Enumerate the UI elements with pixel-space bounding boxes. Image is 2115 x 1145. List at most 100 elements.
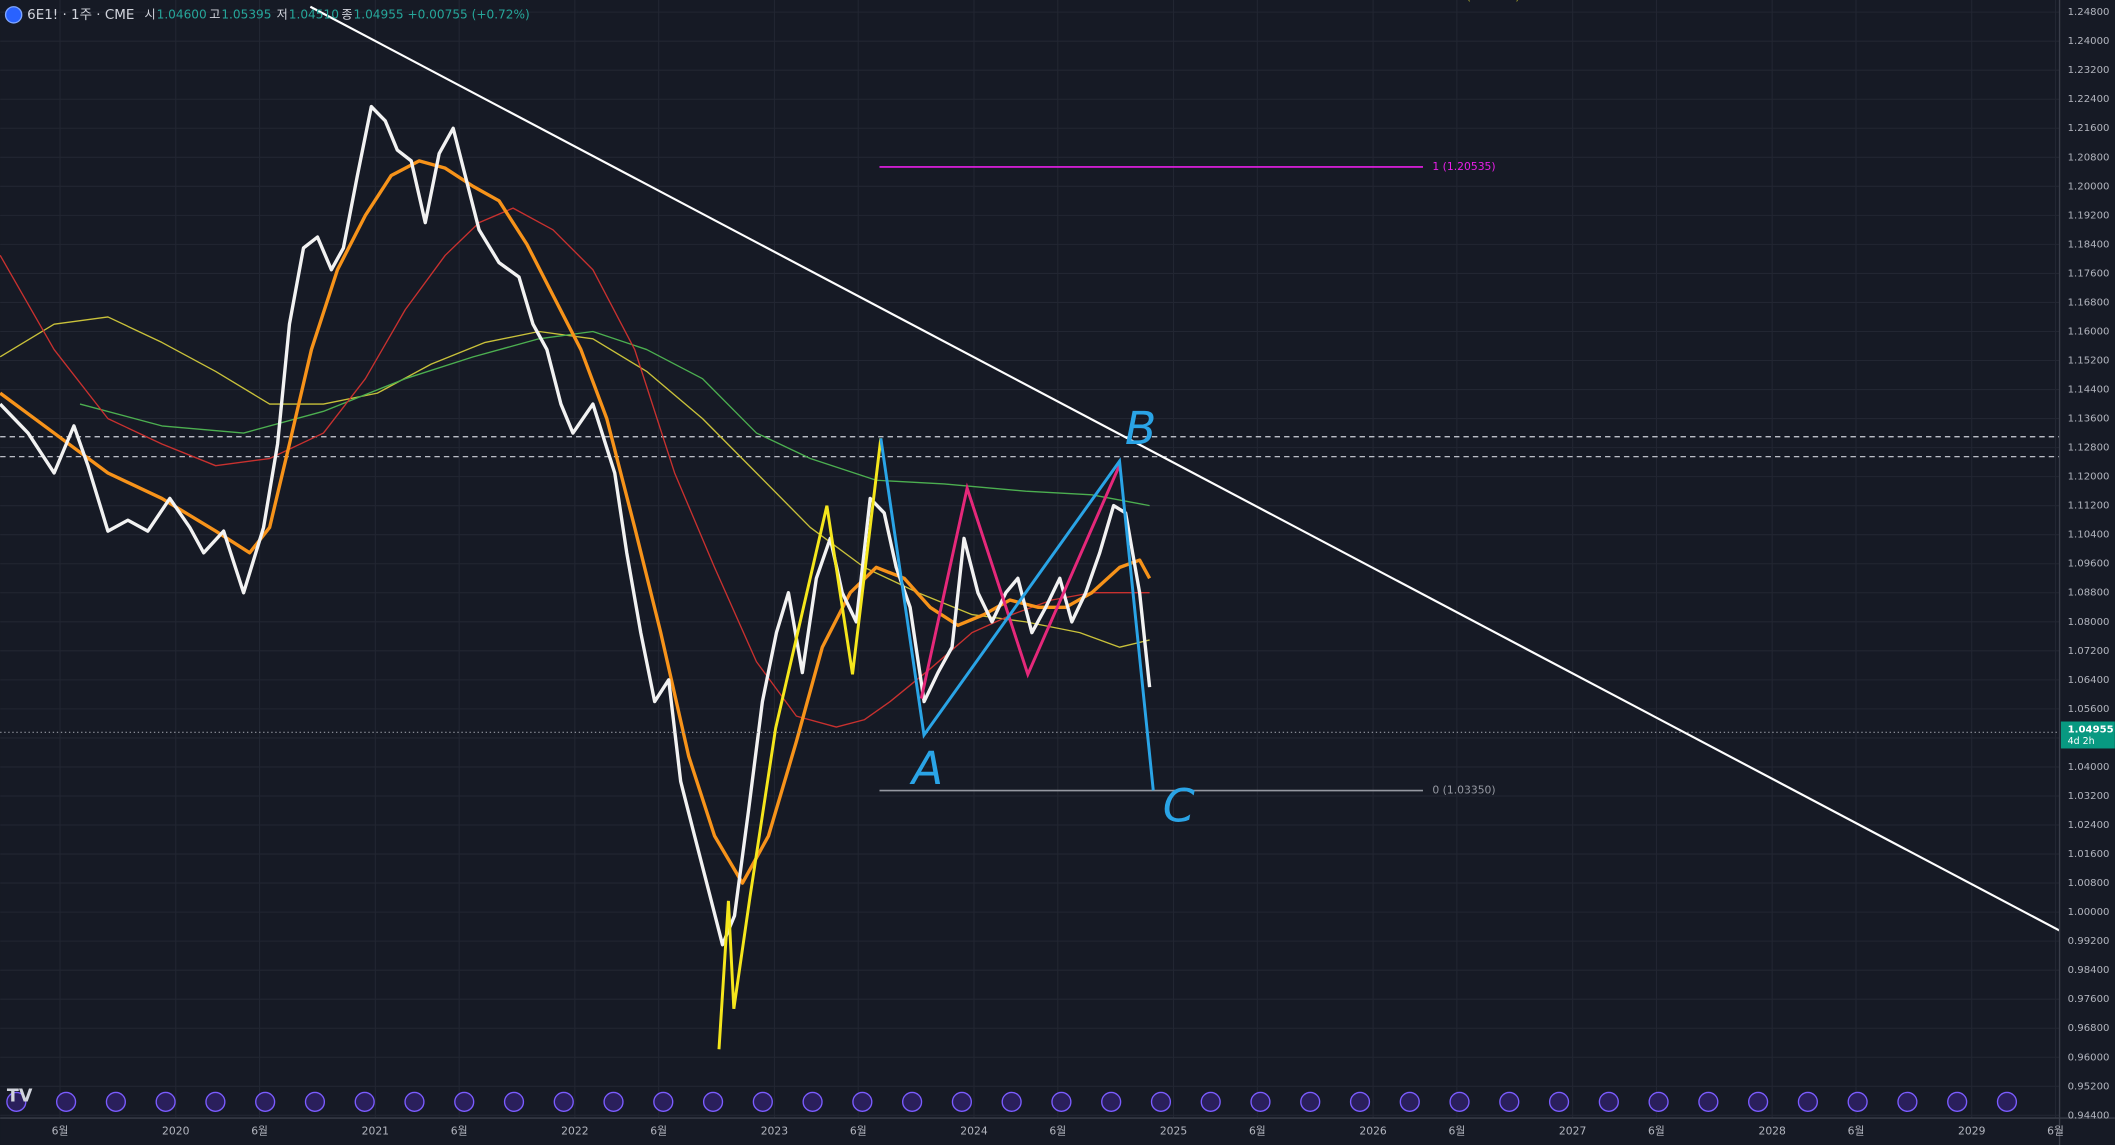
y-tick-label: 0.97600	[2068, 994, 2110, 1005]
y-tick-label: 1.10400	[2068, 530, 2110, 541]
event-icon	[553, 1091, 574, 1112]
y-tick-label: 1.17600	[2068, 268, 2110, 279]
annotation-b: B	[1125, 401, 1156, 455]
field-value: 1.04600	[157, 7, 207, 21]
y-tick-label: 1.05600	[2068, 704, 2110, 715]
trend-line	[309, 5, 2061, 932]
event-icon	[105, 1091, 126, 1112]
y-tick-label: 1.00000	[2068, 907, 2110, 918]
logo: TV	[7, 1086, 33, 1106]
event-icon	[155, 1091, 176, 1112]
y-tick-label: 1.04000	[2068, 762, 2110, 773]
event-icon	[503, 1091, 525, 1112]
annotation-a: A	[909, 741, 943, 795]
x-tick-label: 6월	[2047, 1125, 2064, 1138]
event-icon	[1300, 1091, 1321, 1112]
event-icon	[55, 1091, 77, 1112]
event-icon	[404, 1091, 425, 1112]
y-tick-label: 1.03200	[2068, 791, 2110, 802]
y-tick-label: 1.11200	[2068, 501, 2110, 512]
x-tick-label: 2020	[162, 1125, 190, 1138]
y-tick-label: 1.16000	[2068, 326, 2110, 337]
event-icon	[1897, 1091, 1918, 1112]
event-icon	[1001, 1091, 1022, 1112]
x-tick-label: 6월	[451, 1125, 468, 1138]
x-tick-label: 6월	[251, 1125, 268, 1138]
x-tick-label: 2021	[362, 1125, 389, 1138]
y-tick-label: 0.99200	[2068, 936, 2110, 947]
field-key: 시	[144, 7, 155, 21]
field-value: 1.04955	[354, 7, 404, 21]
event-icon	[1150, 1091, 1172, 1112]
event-icon	[951, 1091, 972, 1112]
x-tick-label: 6월	[52, 1125, 69, 1138]
event-icon	[603, 1091, 624, 1112]
x-tick-label: 6월	[850, 1125, 867, 1138]
y-tick-label: 0.96800	[2068, 1023, 2110, 1034]
event-icon	[255, 1091, 276, 1112]
x-tick-label: 6월	[1249, 1125, 1266, 1138]
field-value: 1.05395	[221, 7, 271, 21]
plot: 1.272 (1.25216) 1 (1.20535) 0 (1.03350)	[0, 0, 2060, 947]
last-price-box	[2060, 721, 2115, 749]
y-tick-label: 1.09600	[2068, 559, 2110, 570]
event-icon	[802, 1091, 823, 1112]
event-icons	[6, 1091, 2018, 1112]
y-tick-label: 1.20800	[2068, 152, 2110, 163]
symbol: 6E1! · 1주 · CME	[27, 7, 134, 23]
y-tick-label: 1.12800	[2068, 443, 2110, 454]
x-tick-label: 2025	[1160, 1125, 1187, 1138]
yellow-zigzag	[717, 438, 883, 1050]
series-line	[0, 159, 1152, 885]
x-tick-label: 2029	[1958, 1125, 1986, 1138]
event-icon	[1399, 1091, 1420, 1112]
event-icon	[1499, 1091, 1520, 1112]
x-tick-label: 2026	[1359, 1125, 1387, 1138]
event-icon	[1051, 1091, 1072, 1112]
event-icon	[1996, 1091, 2018, 1112]
x-tick-label: 6월	[1449, 1125, 1466, 1138]
time-axis-bg	[0, 1118, 2115, 1145]
x-tick-label: 2022	[561, 1125, 588, 1138]
event-icon	[454, 1091, 475, 1112]
fib-label: 0 (1.03350)	[1432, 784, 1495, 797]
y-tick-label: 1.08800	[2068, 588, 2110, 599]
y-tick-label: 1.13600	[2068, 414, 2110, 425]
y-tick-label: 1.00800	[2068, 878, 2110, 889]
y-tick-label: 1.18400	[2068, 239, 2110, 250]
y-tick-label: 1.23200	[2068, 65, 2110, 76]
price-axis-bg	[2059, 0, 2115, 1145]
x-tick-label: 2023	[761, 1125, 788, 1138]
y-tick-label: 1.21600	[2068, 123, 2110, 134]
y-tick-label: 1.19200	[2068, 210, 2110, 221]
field-key: 저	[277, 7, 288, 21]
event-icon	[1748, 1091, 1769, 1112]
event-icon	[1548, 1091, 1570, 1112]
fib-label: 1.272 (1.25216)	[1432, 0, 1519, 3]
x-tick-label: 6월	[650, 1125, 667, 1138]
y-tick-label: 1.14400	[2068, 385, 2110, 396]
change: +0.00755 (+0.72%)	[407, 7, 529, 21]
event-icon	[1947, 1091, 1968, 1112]
y-tick-label: 1.02400	[2068, 820, 2110, 831]
y-tick-label: 0.95200	[2068, 1081, 2110, 1092]
axes: 1.24800 1.24000 1.23200 1.22400 1.21600 1.208…	[52, 7, 2115, 1138]
series-line	[0, 104, 1152, 947]
y-tick-label: 1.22400	[2068, 94, 2110, 105]
event-icon	[1797, 1091, 1819, 1112]
field-key: 종	[341, 7, 352, 21]
pink-zigzag	[919, 464, 1121, 699]
fib-label: 1 (1.20535)	[1432, 160, 1495, 173]
x-tick-label: 2024	[960, 1125, 988, 1138]
event-icon	[1349, 1091, 1371, 1112]
x-tick-label: 2027	[1559, 1125, 1586, 1138]
x-tick-label: 6월	[1848, 1125, 1865, 1138]
y-tick-label: 0.94400	[2068, 1110, 2110, 1121]
y-tick-label: 1.07200	[2068, 646, 2110, 657]
event-icon	[1449, 1091, 1470, 1112]
blue-zigzag	[879, 438, 1155, 791]
event-icon	[702, 1091, 724, 1112]
event-icon	[1698, 1091, 1719, 1112]
event-icon	[1250, 1091, 1271, 1112]
